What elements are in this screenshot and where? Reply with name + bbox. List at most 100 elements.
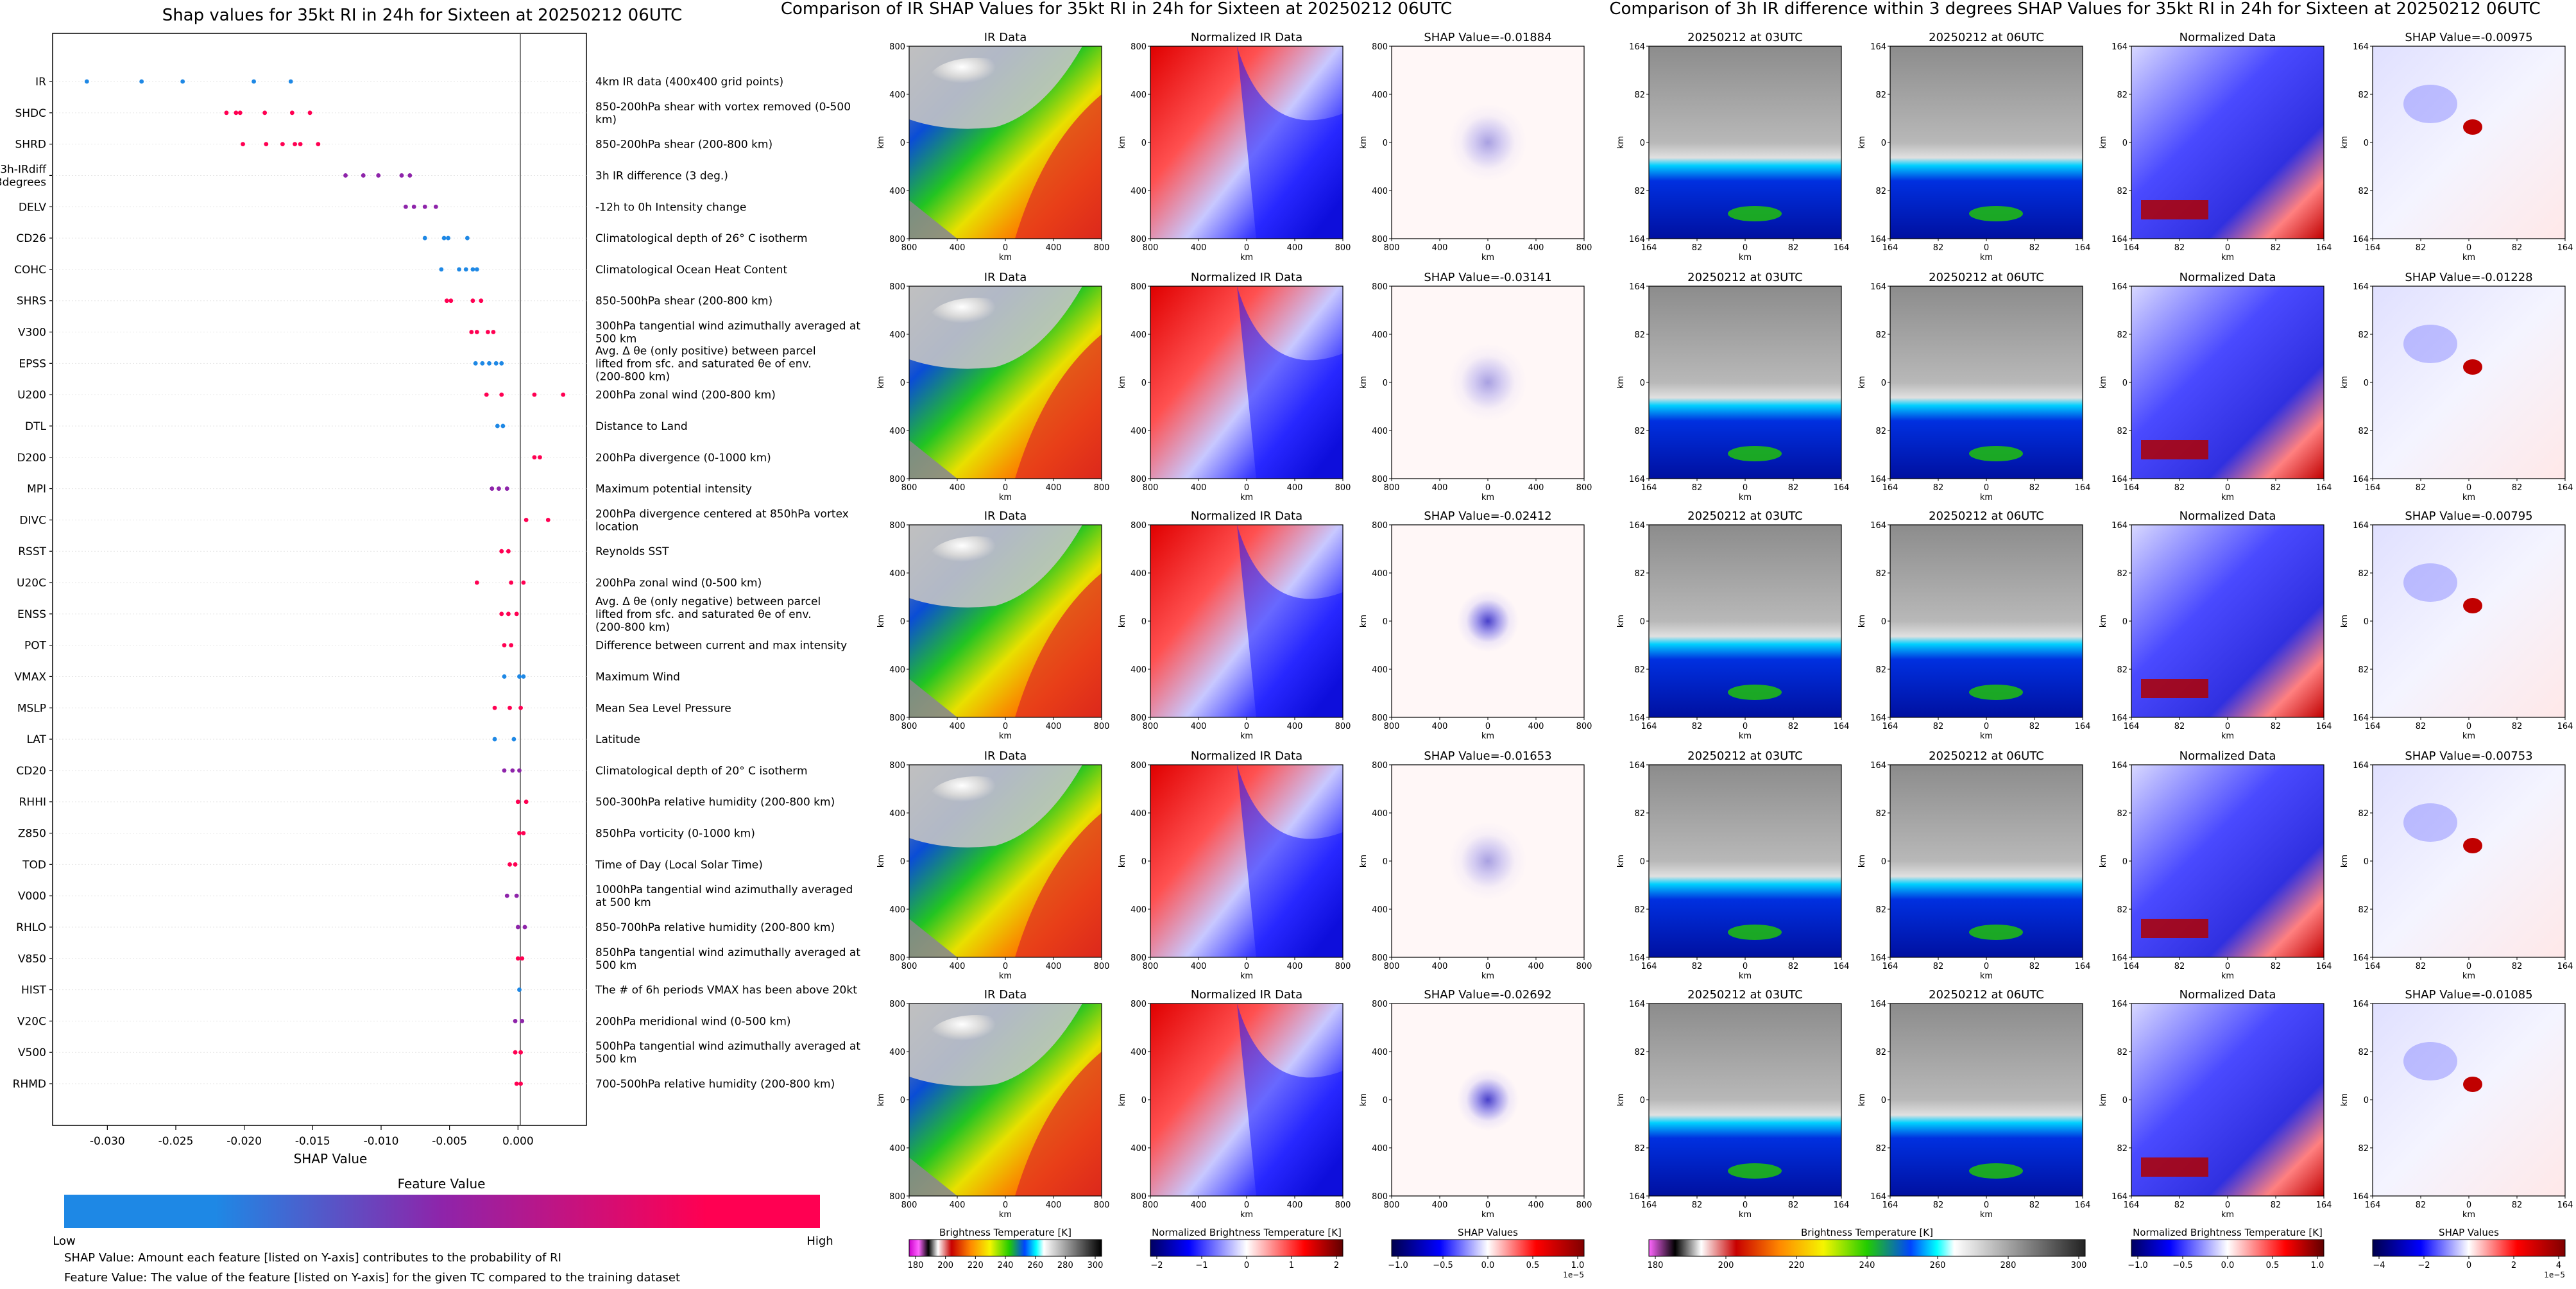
y-tick-label: 800 bbox=[1130, 1000, 1147, 1009]
feature-name-label: V500 bbox=[18, 1046, 46, 1059]
x-tick-label: 0 bbox=[1003, 243, 1008, 253]
y-tick-label: 164 bbox=[1629, 521, 1645, 531]
y-tick-label: 82 bbox=[2358, 1144, 2369, 1154]
y-tick-label: 400 bbox=[1372, 809, 1388, 819]
x-tick-label: 400 bbox=[1191, 962, 1207, 971]
y-axis-label: km bbox=[2099, 1093, 2108, 1106]
red-hotspot bbox=[2463, 119, 2482, 135]
feature-description-line: 200hPa divergence (0-1000 km) bbox=[595, 452, 771, 465]
feature-description-line: Difference between current and max inten… bbox=[595, 640, 847, 653]
y-tick-label: 0 bbox=[1881, 617, 1886, 627]
y-tick-label: 400 bbox=[1130, 665, 1147, 675]
colorbar-tick-label: 300 bbox=[1088, 1261, 1104, 1270]
x-tick-label: 800 bbox=[1094, 1200, 1110, 1210]
shap-tint bbox=[1392, 765, 1584, 957]
feature-description-line: Latitude bbox=[595, 733, 640, 746]
y-tick-label: 400 bbox=[1372, 1144, 1388, 1154]
feature-name-label: MSLP bbox=[17, 702, 46, 715]
x-tick-label: 164 bbox=[2075, 483, 2091, 493]
y-axis-label: km bbox=[2340, 615, 2350, 627]
shap-point bbox=[404, 204, 408, 209]
x-axis-label: km bbox=[1481, 493, 1494, 502]
x-axis-label: km bbox=[1739, 253, 1752, 262]
feature-description-label: 300hPa tangential wind azimuthally avera… bbox=[595, 320, 860, 346]
shap-point bbox=[532, 455, 537, 460]
y-axis-label: km bbox=[1359, 855, 1369, 867]
y-tick-label: 0 bbox=[2122, 617, 2128, 627]
x-tick-label: 0 bbox=[1244, 483, 1249, 493]
shap-point bbox=[241, 142, 245, 147]
x-tick-label: 0 bbox=[2466, 962, 2471, 971]
feature-name-line: 3h-IRdiff bbox=[0, 163, 47, 176]
shap-point bbox=[524, 799, 529, 805]
y-axis-label: km bbox=[1616, 855, 1626, 867]
feature-name-line: 3degrees bbox=[0, 176, 46, 189]
y-tick-label: 82 bbox=[2358, 187, 2369, 196]
shap-point bbox=[469, 330, 474, 334]
y-axis-label: km bbox=[1359, 615, 1369, 627]
x-tick-label: 164 bbox=[1641, 1200, 1657, 1210]
shap-point bbox=[495, 423, 500, 429]
y-tick-label: 82 bbox=[1875, 427, 1886, 436]
feature-name-line: CD26 bbox=[16, 232, 46, 245]
y-tick-label: 800 bbox=[1372, 521, 1388, 531]
feature-description-label: Reynolds SST bbox=[595, 545, 669, 558]
y-tick-label: 0 bbox=[900, 617, 905, 627]
x-tick-label: 164 bbox=[2124, 483, 2140, 493]
x-axis-label: km bbox=[1739, 971, 1752, 981]
x-tick-label: -0.015 bbox=[295, 1135, 330, 1148]
x-tick-label: 82 bbox=[1933, 243, 1944, 253]
y-tick-label: 82 bbox=[1634, 905, 1645, 915]
panel-title: SHAP Value=-0.01884 bbox=[1424, 31, 1551, 44]
feature-description-label: 850hPa vorticity (0-1000 km) bbox=[595, 828, 755, 841]
y-tick-label: 82 bbox=[1875, 1048, 1886, 1057]
x-tick-label: 0 bbox=[2466, 722, 2471, 731]
x-tick-label: 164 bbox=[2316, 962, 2332, 971]
y-tick-label: 0 bbox=[2122, 857, 2128, 867]
x-tick-label: 0 bbox=[1244, 962, 1249, 971]
shap-point bbox=[520, 1018, 525, 1023]
feature-description-line: 500-300hPa relative humidity (200-800 km… bbox=[595, 796, 835, 809]
colorbar-tick-label: −1.0 bbox=[2128, 1261, 2148, 1270]
x-tick-label: 0 bbox=[1984, 722, 1989, 731]
feature-name-label: D200 bbox=[17, 452, 46, 465]
shap-tint bbox=[1392, 1003, 1584, 1196]
colorbar-label: SHAP Values bbox=[2439, 1227, 2499, 1238]
y-tick-label: 800 bbox=[889, 42, 905, 52]
red-hotspot bbox=[2463, 359, 2482, 375]
x-tick-label: 82 bbox=[2512, 243, 2523, 253]
x-tick-label: 164 bbox=[2365, 1200, 2381, 1210]
colorbar-tick-label: 200 bbox=[1718, 1261, 1734, 1270]
feature-name-label: CD26 bbox=[16, 232, 46, 245]
x-tick-label: 800 bbox=[1576, 1200, 1592, 1210]
shap-point bbox=[262, 110, 268, 115]
x-tick-label: 800 bbox=[1576, 243, 1592, 253]
blue-patch bbox=[2403, 85, 2457, 123]
colorbar-tick-label: 240 bbox=[1859, 1261, 1875, 1270]
shap-point bbox=[513, 862, 518, 867]
shap-tint bbox=[1392, 525, 1584, 717]
green-streak bbox=[1969, 925, 2023, 940]
x-axis-label: km bbox=[1980, 971, 1993, 981]
x-tick-label: 164 bbox=[1834, 722, 1850, 731]
feature-description-label: Latitude bbox=[595, 733, 640, 746]
feature-name-line: VMAX bbox=[14, 670, 46, 683]
y-tick-label: 400 bbox=[889, 905, 905, 915]
y-tick-label: 800 bbox=[1372, 1000, 1388, 1009]
shap-point bbox=[497, 486, 501, 491]
x-tick-label: 400 bbox=[1432, 1200, 1448, 1210]
shap-point bbox=[411, 204, 416, 209]
y-tick-label: 164 bbox=[1870, 713, 1886, 723]
x-tick-label: 82 bbox=[2174, 1200, 2185, 1210]
x-axis-label: km bbox=[999, 971, 1012, 981]
feature-description-label: Maximum potential intensity bbox=[595, 483, 752, 496]
y-tick-label: 82 bbox=[1634, 809, 1645, 819]
shap-blob bbox=[1457, 590, 1519, 652]
x-tick-label: 400 bbox=[1432, 722, 1448, 731]
gray-corner bbox=[909, 200, 957, 239]
blue-patch bbox=[2403, 1042, 2457, 1080]
feature-name-line: V500 bbox=[18, 1046, 46, 1059]
y-tick-label: 400 bbox=[889, 427, 905, 436]
x-axis-label: km bbox=[1240, 971, 1253, 981]
